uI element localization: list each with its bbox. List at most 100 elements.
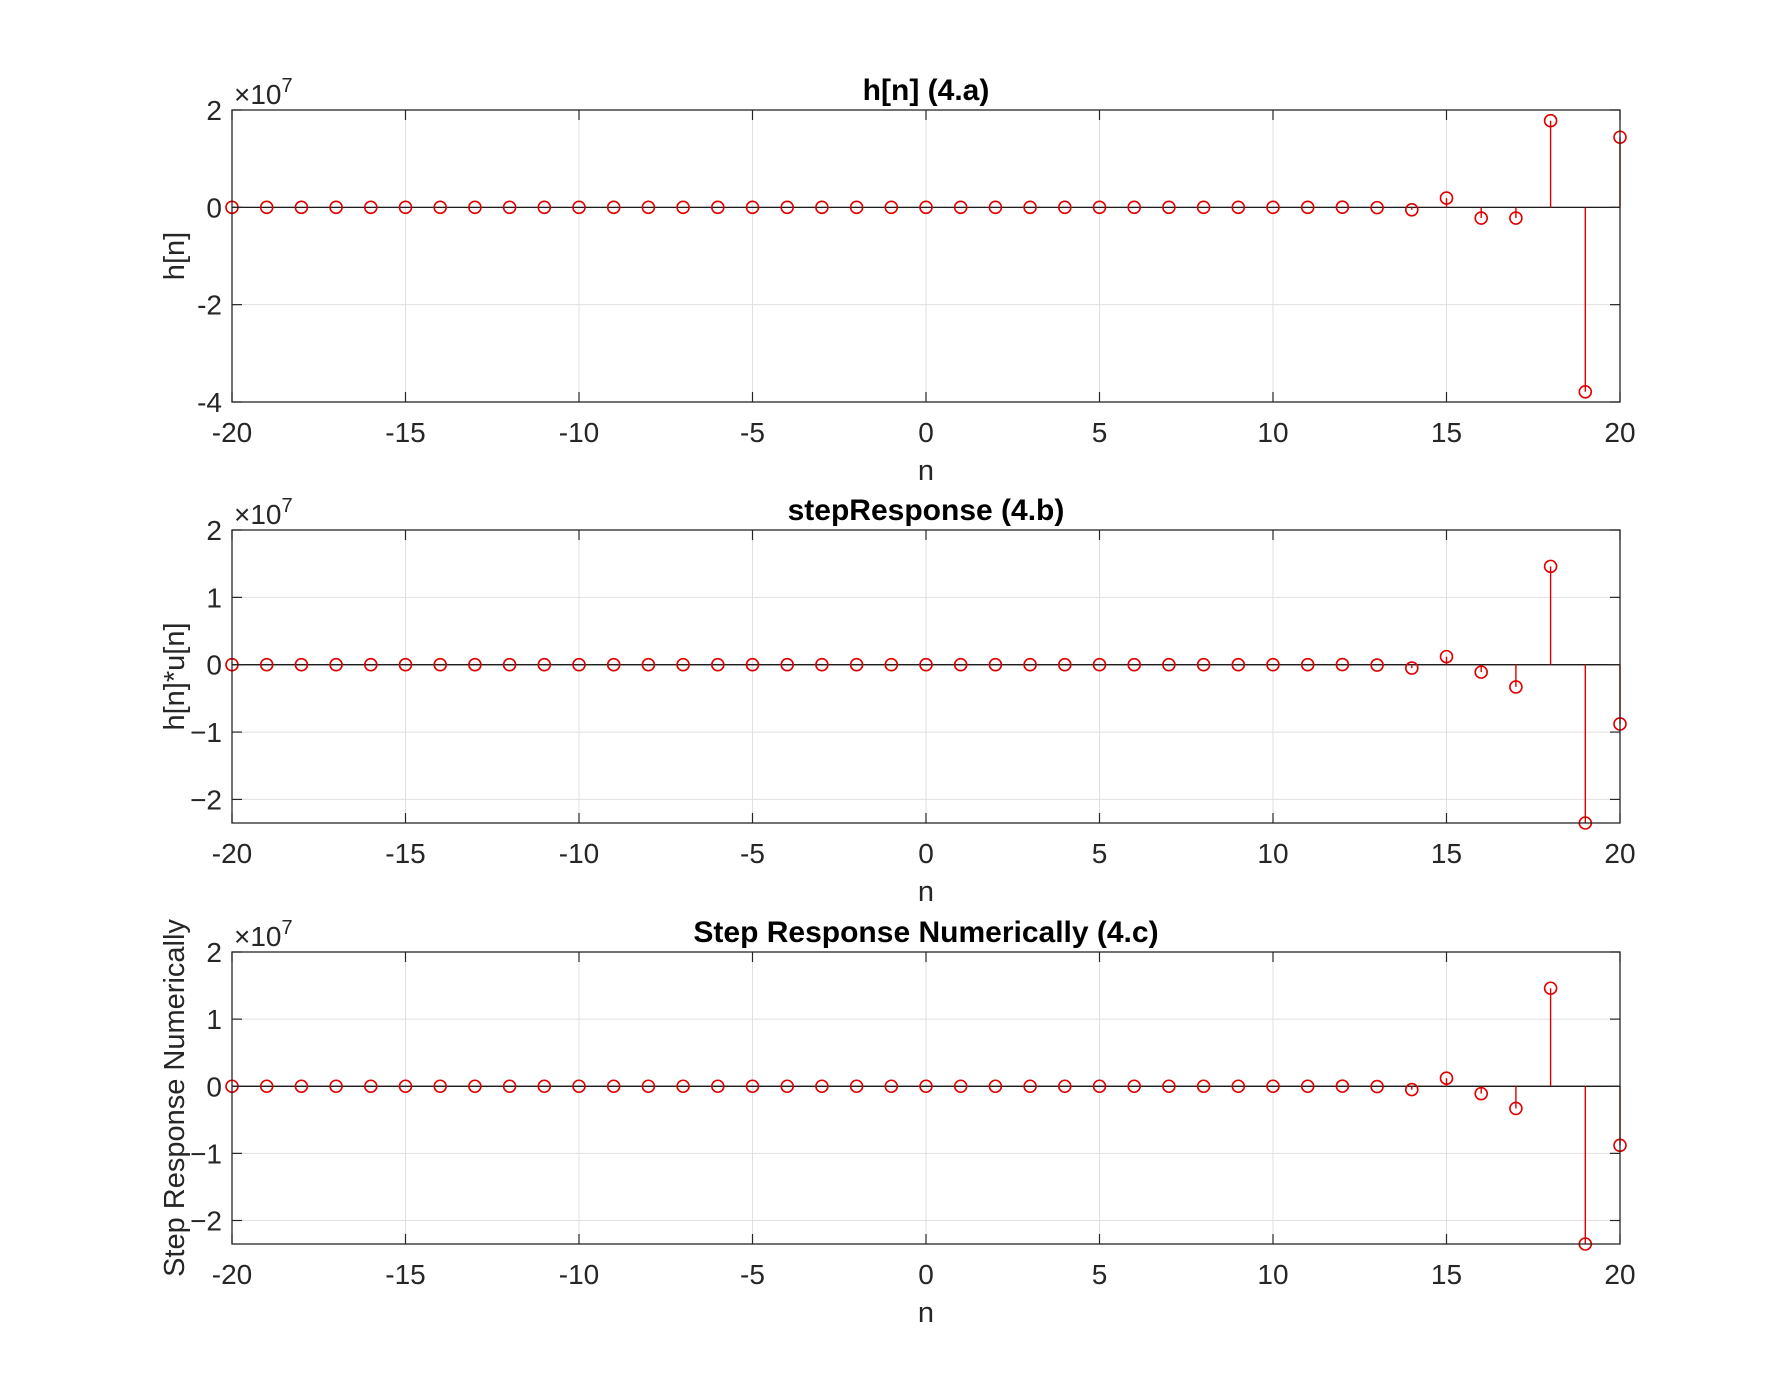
x-tick-label: 10 <box>1257 838 1288 869</box>
stem-marker <box>1058 1079 1072 1094</box>
stem-marker <box>1578 384 1593 399</box>
stem-marker <box>1474 665 1488 679</box>
chart-title: stepResponse (4.b) <box>788 494 1065 527</box>
stem-marker <box>1266 200 1280 215</box>
stem-marker <box>988 1079 1003 1094</box>
x-axis-label: n <box>918 876 934 908</box>
y-tick-label: 2 <box>206 515 222 546</box>
stem-marker <box>398 200 413 215</box>
stem-marker <box>641 200 656 215</box>
y-tick-label: −2 <box>190 784 222 815</box>
stem-marker <box>919 200 933 215</box>
stem-marker <box>884 1079 899 1094</box>
x-tick-label: -10 <box>559 838 599 869</box>
x-tick-label: 20 <box>1604 417 1635 448</box>
stem-marker <box>606 1079 621 1094</box>
x-tick-label: 0 <box>918 838 934 869</box>
stem-marker <box>919 657 933 672</box>
y-exponent-power: 7 <box>282 495 293 517</box>
x-tick-label: 15 <box>1431 417 1462 448</box>
stem-marker <box>919 1079 933 1094</box>
stem-marker <box>433 1079 448 1094</box>
x-tick-label: 5 <box>1092 417 1108 448</box>
stem-marker <box>1335 200 1350 214</box>
y-tick-label: -4 <box>197 387 222 418</box>
y-axis-label: Step Response Numerically <box>159 919 191 1277</box>
x-axis-label: n <box>918 1297 934 1329</box>
x-tick-label: 0 <box>918 417 934 448</box>
stem-marker <box>468 200 482 215</box>
y-exponent-power: 7 <box>282 917 293 939</box>
x-tick-label: 20 <box>1604 1259 1635 1290</box>
stem-marker <box>745 657 760 672</box>
stem-marker <box>676 1079 690 1094</box>
stem-marker <box>1509 1101 1523 1116</box>
chart-title: Step Response Numerically (4.c) <box>693 916 1158 949</box>
stem-marker <box>1266 1079 1280 1094</box>
stem-marker <box>1370 658 1384 672</box>
stem-marker <box>363 200 378 215</box>
chart-title: h[n] (4.a) <box>863 74 990 107</box>
stem-marker <box>572 1079 586 1094</box>
stem-marker <box>815 1079 829 1094</box>
stem-marker <box>1023 657 1037 672</box>
stem-marker <box>849 200 864 215</box>
stem-marker <box>1231 657 1246 672</box>
stem-marker <box>606 657 621 672</box>
stem-marker <box>398 657 413 672</box>
stem-marker <box>1543 113 1558 128</box>
y-tick-label: 2 <box>206 937 222 968</box>
stem-marker <box>1543 559 1558 574</box>
stem-marker <box>1370 200 1384 215</box>
stem-marker <box>1127 200 1141 215</box>
stem-marker <box>1092 200 1107 215</box>
y-tick-label: -2 <box>197 290 222 321</box>
chart-3: -20 -15 -10 -5 0 5 10 15 20 −2 −1 0 1 2 ×107 Step Respo… <box>159 916 1636 1329</box>
stem-marker <box>1162 1079 1176 1094</box>
x-tick-label: -20 <box>212 417 252 448</box>
y-exponent-base: ×10 <box>234 79 282 110</box>
stem-marker <box>433 657 448 672</box>
x-tick-label: 10 <box>1257 1259 1288 1290</box>
stem-marker <box>1023 200 1037 215</box>
stem-marker <box>849 1079 864 1094</box>
y-tick-label: 0 <box>206 650 222 681</box>
stem-marker <box>537 1079 552 1094</box>
stem-marker <box>363 657 378 672</box>
x-tick-label: 0 <box>918 1259 934 1290</box>
stem-marker <box>1231 200 1246 215</box>
stem-marker <box>1127 657 1141 672</box>
x-tick-label: 10 <box>1257 417 1288 448</box>
stem-marker <box>1300 200 1315 215</box>
stem-marker <box>398 1079 413 1094</box>
stem-marker <box>1370 1079 1384 1094</box>
stem-marker <box>572 657 586 672</box>
stem-marker <box>780 200 795 215</box>
stem-marker <box>641 1079 656 1094</box>
y-exponent-label: ×107 <box>234 917 293 952</box>
stem-marker <box>780 1079 795 1094</box>
y-exponent-power: 7 <box>282 75 293 97</box>
stem-marker <box>988 200 1003 215</box>
x-tick-label: -10 <box>559 417 599 448</box>
stem-marker <box>1196 200 1211 215</box>
x-tick-label: -5 <box>740 417 765 448</box>
y-tick-label: 2 <box>206 95 222 126</box>
stem-marker <box>468 1079 482 1094</box>
stem-marker <box>433 200 448 215</box>
x-tick-label: -15 <box>385 417 425 448</box>
x-tick-label: -15 <box>385 1259 425 1290</box>
stem-marker <box>502 200 517 215</box>
stem-marker <box>953 1079 968 1094</box>
y-tick-label: 0 <box>206 192 222 223</box>
stem-marker <box>294 657 309 672</box>
stem-marker <box>1439 1071 1454 1085</box>
chart-1: -20 -15 -10 -5 0 5 10 15 20-4-202×107 h[n] (4.a)n… <box>159 74 1636 487</box>
stem-marker <box>1439 649 1454 664</box>
stem-marker <box>259 1079 274 1094</box>
x-tick-label: -20 <box>212 1259 252 1290</box>
stem-marker <box>1196 657 1211 672</box>
stem-marker <box>884 200 899 215</box>
stem-marker <box>710 200 725 215</box>
